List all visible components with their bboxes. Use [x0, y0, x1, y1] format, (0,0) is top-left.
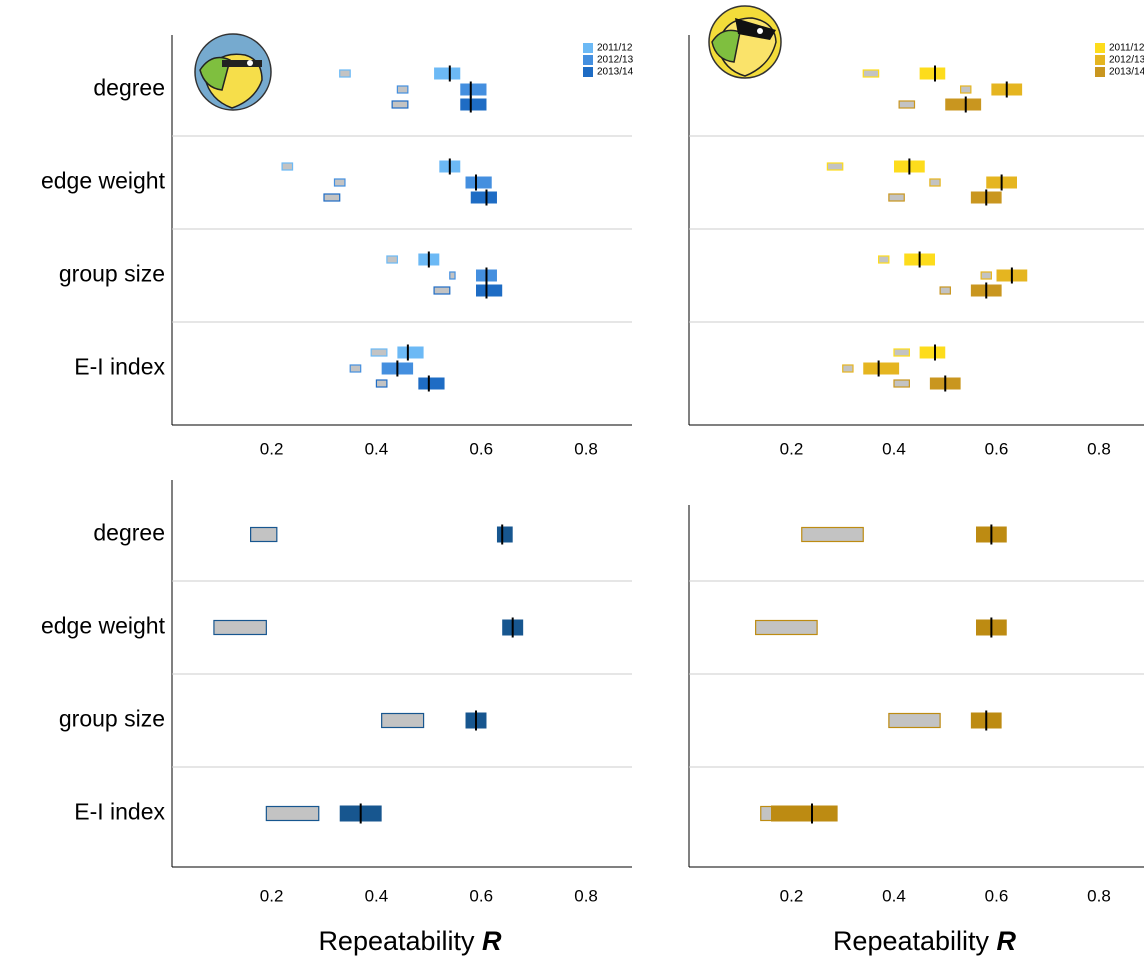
x-tick-label: 0.6 — [985, 886, 1009, 905]
legend-swatch — [1095, 67, 1105, 77]
null-interval — [879, 256, 889, 263]
interval-box — [920, 68, 946, 80]
legend-label: 2011/12 — [1109, 43, 1144, 54]
null-interval — [450, 272, 455, 279]
x-tick-label: 0.8 — [574, 439, 598, 458]
x-tick-label: 0.2 — [780, 886, 804, 905]
legend-label: 2012/13 — [1109, 55, 1144, 66]
null-interval — [827, 163, 842, 170]
null-interval — [392, 101, 408, 108]
category-label: edge weight — [41, 168, 166, 194]
interval-box — [471, 192, 497, 204]
null-interval — [940, 287, 950, 294]
legend-swatch — [583, 67, 593, 77]
interval-box — [945, 99, 981, 111]
legend-label: 2012/13 — [597, 55, 634, 66]
x-tick-label: 0.6 — [469, 886, 493, 905]
null-interval — [397, 86, 407, 93]
null-interval — [251, 528, 277, 542]
null-interval — [802, 528, 864, 542]
category-label: group size — [59, 706, 165, 732]
interval-box — [460, 99, 486, 111]
null-interval — [843, 365, 853, 372]
x-tick-label: 0.6 — [985, 439, 1009, 458]
null-interval — [350, 365, 360, 372]
null-interval — [899, 101, 914, 108]
x-tick-label: 0.2 — [780, 439, 804, 458]
legend-swatch — [583, 43, 593, 53]
null-interval — [981, 272, 991, 279]
interval-box — [476, 285, 502, 297]
null-interval — [214, 621, 266, 635]
interval-box — [863, 363, 899, 375]
null-interval — [282, 163, 292, 170]
x-axis-title-text: Repeatability — [833, 926, 990, 956]
x-axis-title: Repeatability R — [318, 926, 502, 956]
interval-box — [397, 347, 423, 359]
null-interval — [382, 714, 424, 728]
null-interval — [894, 380, 909, 387]
null-interval — [266, 807, 318, 821]
null-interval — [387, 256, 397, 263]
x-tick-label: 0.8 — [1087, 886, 1111, 905]
legend-swatch — [1095, 43, 1105, 53]
category-label: group size — [59, 261, 165, 287]
null-interval — [756, 621, 818, 635]
null-interval — [340, 70, 350, 77]
legend-label: 2011/12 — [597, 43, 633, 54]
legend-label: 2013/14 — [597, 67, 634, 78]
x-tick-label: 0.6 — [469, 439, 493, 458]
figure: degree edge weight group size E-I index 0.2 0… — [0, 0, 1144, 962]
interval-box — [418, 378, 444, 390]
x-tick-label: 0.8 — [1087, 439, 1111, 458]
legend-swatch — [583, 55, 593, 65]
null-interval — [889, 194, 904, 201]
category-label: E-I index — [74, 354, 165, 380]
interval-box — [497, 527, 513, 543]
interval-box — [771, 806, 838, 822]
null-interval — [930, 179, 940, 186]
great-tit-icon — [709, 6, 781, 78]
null-interval — [894, 349, 909, 356]
category-label: degree — [93, 75, 165, 101]
x-tick-label: 0.2 — [260, 886, 284, 905]
interval-box — [434, 68, 460, 80]
x-tick-label: 0.2 — [260, 439, 284, 458]
x-tick-label: 0.4 — [882, 439, 906, 458]
interval-box — [460, 84, 486, 96]
x-axis-title-text: Repeatability — [318, 926, 475, 956]
null-interval — [334, 179, 344, 186]
legend-swatch — [1095, 55, 1105, 65]
blue-tit-icon — [195, 34, 271, 110]
x-axis-title-symbol: R — [482, 926, 502, 956]
x-tick-label: 0.4 — [882, 886, 906, 905]
x-axis-title-symbol: R — [997, 926, 1017, 956]
interval-box — [466, 177, 492, 189]
null-interval — [376, 380, 386, 387]
null-interval — [371, 349, 387, 356]
category-label: E-I index — [74, 799, 165, 825]
x-tick-label: 0.4 — [365, 439, 389, 458]
null-interval — [324, 194, 340, 201]
category-label: degree — [93, 520, 165, 546]
null-interval — [863, 70, 878, 77]
null-interval — [889, 714, 940, 728]
legend-label: 2013/14 — [1109, 67, 1144, 78]
x-tick-label: 0.8 — [574, 886, 598, 905]
x-axis-title: Repeatability R — [833, 926, 1017, 956]
category-label: edge weight — [41, 613, 166, 639]
null-interval — [434, 287, 450, 294]
interval-box — [920, 347, 946, 359]
x-tick-label: 0.4 — [365, 886, 389, 905]
null-interval — [961, 86, 971, 93]
